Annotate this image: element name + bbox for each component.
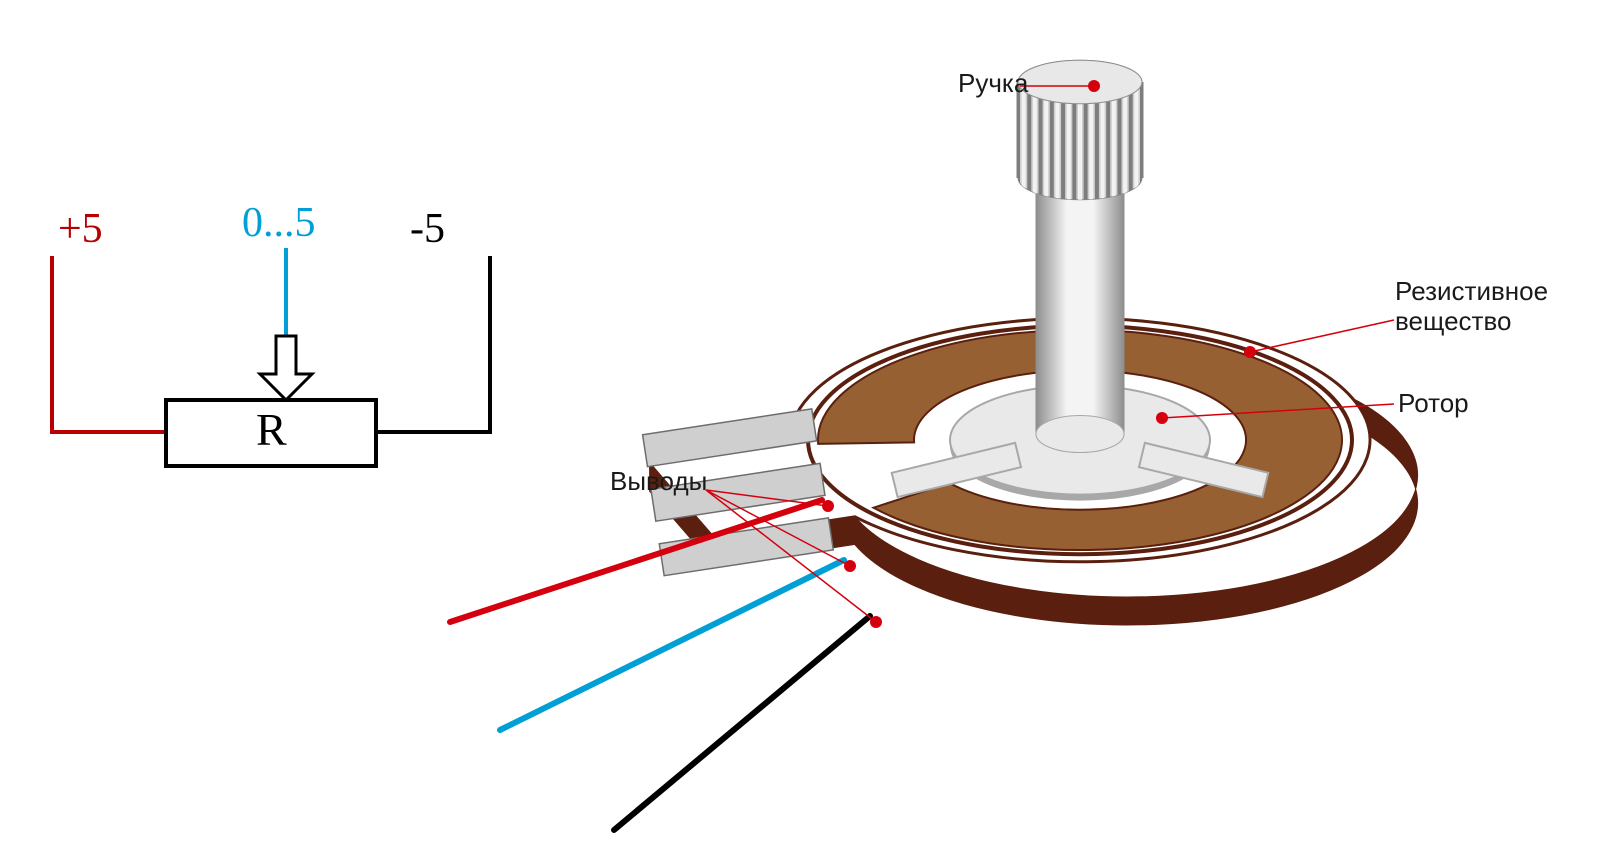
callout-dot	[870, 616, 882, 628]
potentiometer-group	[643, 52, 1418, 625]
label-R: R	[256, 404, 287, 455]
callout-text: Выводы	[610, 466, 707, 496]
callout-text: Резистивное	[1395, 276, 1548, 306]
wiper-arrow	[260, 336, 312, 400]
callout-dot	[822, 500, 834, 512]
callout-dot	[844, 560, 856, 572]
lead-blue	[500, 560, 844, 730]
lead-red	[450, 500, 822, 622]
shaft	[1036, 159, 1124, 453]
callout-text: Ротор	[1398, 388, 1469, 418]
diagram-canvas: +5 0...5 -5 R Ручка Резистивноевещество Ро…	[0, 0, 1604, 852]
label-mid: 0...5	[242, 200, 316, 246]
knob-top	[1018, 60, 1142, 103]
shaft-base	[1036, 416, 1124, 453]
lead-black	[614, 616, 870, 830]
callout-dot	[1244, 346, 1256, 358]
callout-dot	[1088, 80, 1100, 92]
label-plus5: +5	[58, 206, 103, 252]
label-minus5: -5	[410, 206, 445, 252]
wire-minus5	[376, 256, 490, 432]
callout-text: Ручка	[958, 68, 1029, 98]
wire-plus5	[52, 256, 166, 432]
callout-line	[1250, 320, 1394, 352]
callout-dot	[1156, 412, 1168, 424]
callout-text: вещество	[1395, 306, 1511, 336]
schematic-group: +5 0...5 -5 R	[52, 200, 490, 466]
